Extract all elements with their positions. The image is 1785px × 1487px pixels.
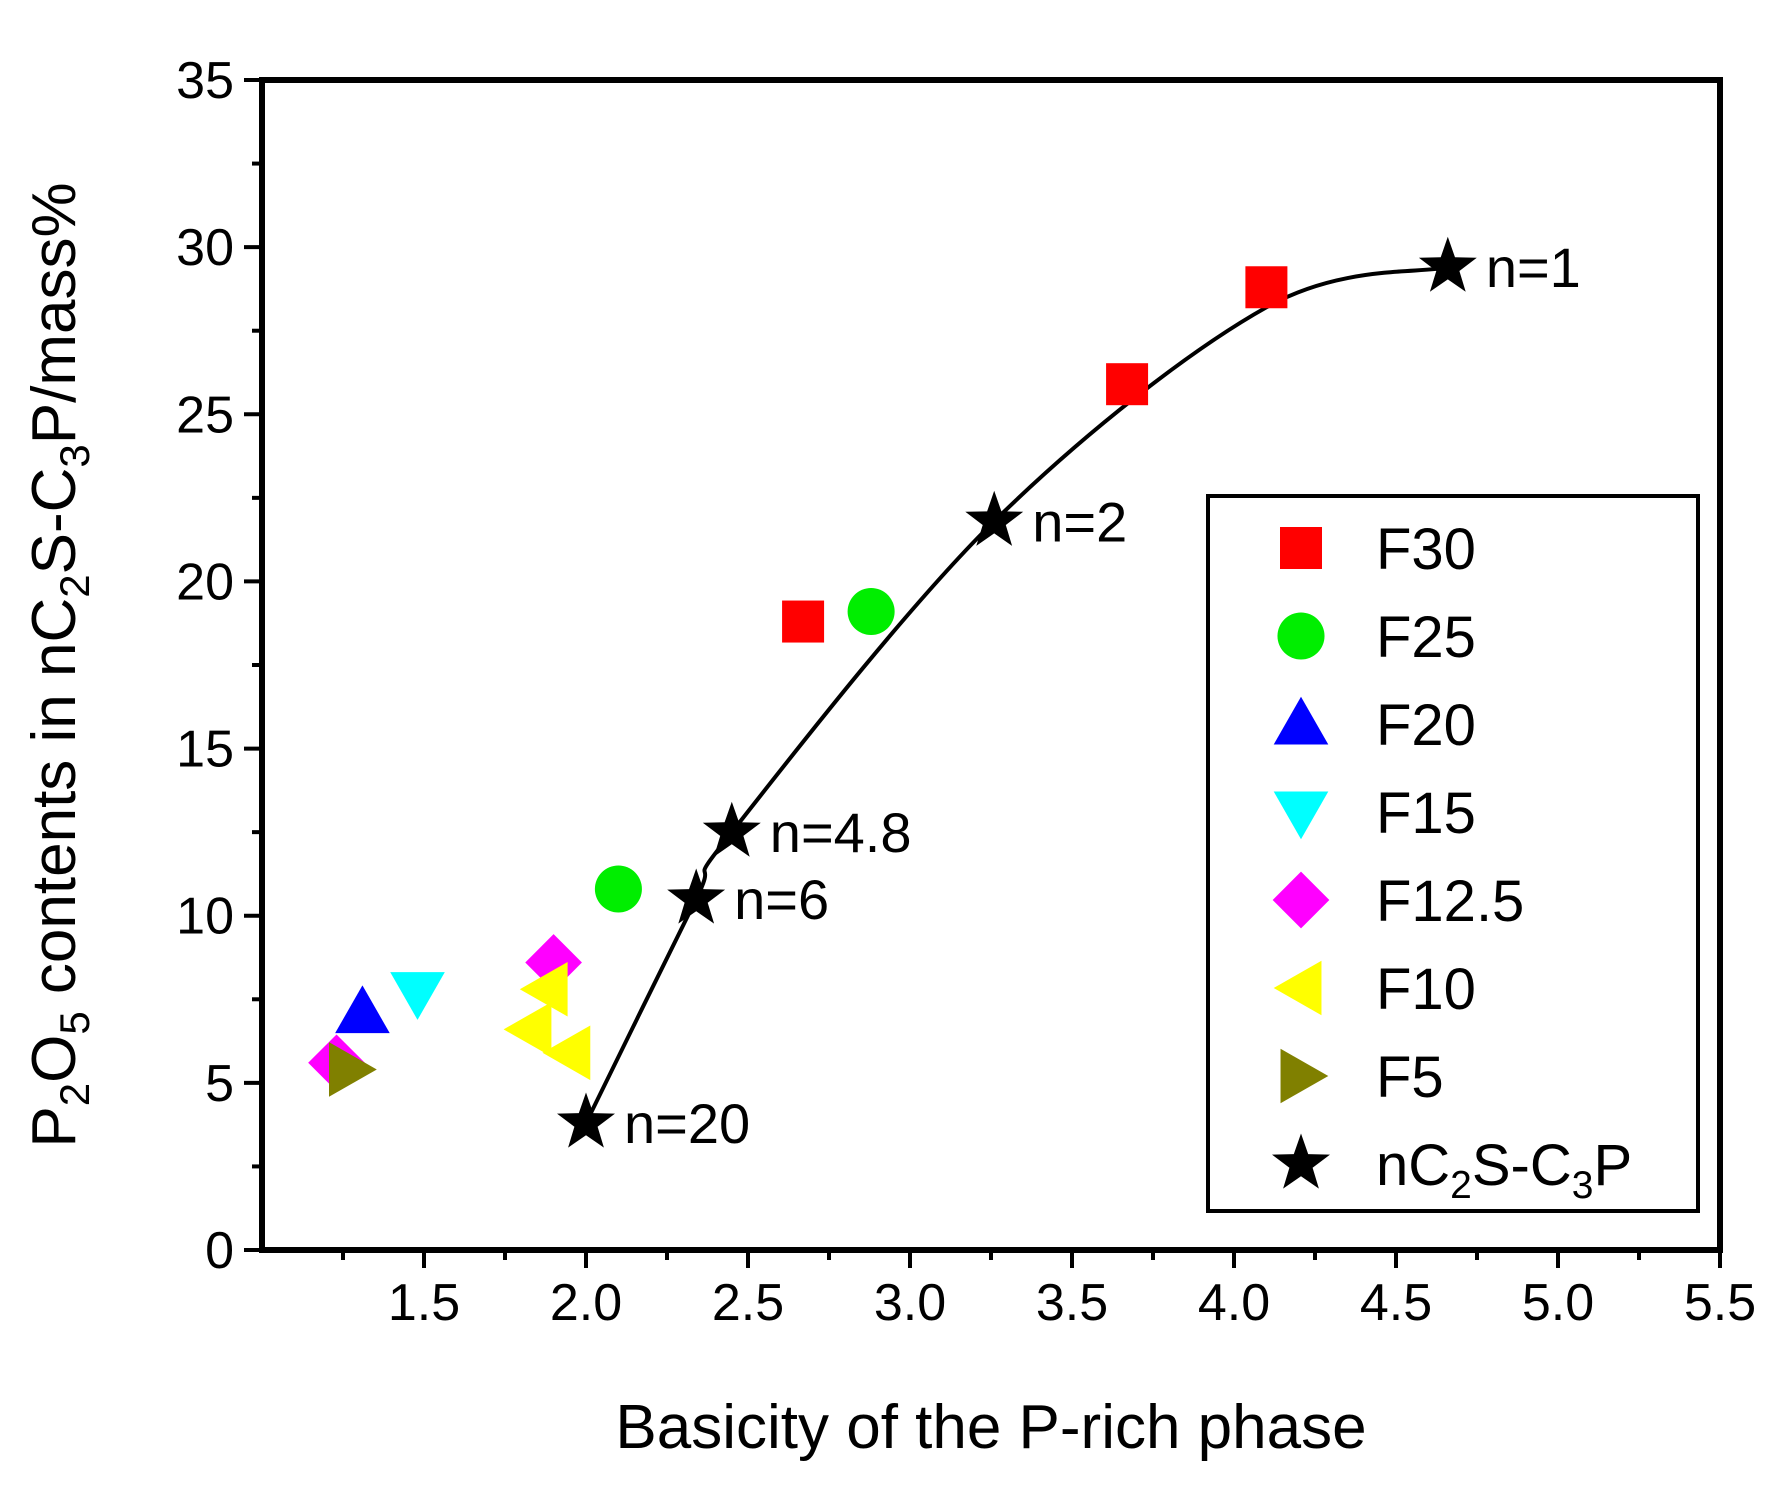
legend-label: nC2S-C3P (1376, 1133, 1632, 1207)
y-tick-label: 35 (176, 52, 234, 110)
x-tick-label: 2.0 (550, 1274, 622, 1332)
data-point-f20 (335, 985, 390, 1034)
legend-label: F12.5 (1376, 869, 1524, 934)
legend-item: nC2S-C3P (1272, 1133, 1632, 1207)
x-tick-label: 5.5 (1684, 1274, 1756, 1332)
legend-box (1206, 494, 1700, 1213)
data-point-f30 (782, 600, 825, 643)
point-annotation: n=6 (734, 868, 829, 931)
point-annotation: n=1 (1486, 236, 1581, 299)
legend-label: F15 (1376, 781, 1476, 846)
point-annotation: n=4.8 (770, 801, 912, 864)
data-point-nc2s-c3p (702, 801, 761, 857)
x-tick-label: 4.0 (1198, 1274, 1270, 1332)
y-tick-label: 30 (176, 219, 234, 277)
x-tick-label: 4.5 (1360, 1274, 1432, 1332)
data-point-f10 (519, 961, 568, 1017)
legend-marker (1280, 1048, 1329, 1104)
y-tick-label: 0 (205, 1222, 234, 1280)
data-point-f10 (542, 1025, 591, 1081)
x-tick-label: 2.5 (712, 1274, 784, 1332)
legend-item: F15 (1273, 781, 1476, 846)
legend-label: F25 (1376, 605, 1476, 670)
x-tick-label: 3.0 (874, 1274, 946, 1332)
point-annotations: n=1 n=2 n=4.8n=6 n=20 (624, 236, 1581, 1155)
legend-item: F10 (1273, 957, 1476, 1022)
y-tick-label: 10 (176, 888, 234, 946)
y-tick-labels: 0 5 10 15 20 25 30 35 (176, 52, 234, 1280)
x-tick-label: 3.5 (1036, 1274, 1108, 1332)
data-point-f15 (390, 972, 445, 1020)
plot-frame (259, 77, 1723, 1253)
legend-label: F30 (1376, 517, 1476, 582)
data-point-f12-5 (525, 934, 582, 991)
legend-item: F25 (1277, 605, 1476, 670)
legend-marker (1280, 527, 1322, 569)
point-annotation: n=20 (624, 1092, 750, 1155)
data-point-f25 (594, 865, 642, 913)
legend-item: F12.5 (1272, 869, 1524, 934)
legend-marker (1277, 612, 1325, 660)
legend-marker (1273, 696, 1329, 745)
data-point-f10 (503, 1002, 552, 1057)
y-tick-label: 20 (176, 553, 234, 611)
data-point-nc2s-c3p (667, 868, 726, 924)
legend-label: F20 (1376, 693, 1476, 758)
data-point-nc2s-c3p (557, 1092, 615, 1148)
data-point-nc2s-c3p (965, 490, 1024, 546)
legend-marker (1273, 791, 1329, 840)
y-tick-label: 5 (205, 1055, 234, 1113)
legend-marker (1272, 871, 1330, 929)
data-point-f25 (847, 587, 895, 636)
legend-marker (1272, 1133, 1330, 1189)
legend-label: F10 (1376, 957, 1476, 1022)
x-tick-label: 5.0 (1522, 1274, 1594, 1332)
x-axis-title: Basicity of the P-rich phase (615, 1393, 1366, 1462)
legend-item: F5 (1280, 1045, 1444, 1110)
legend-item: F30 (1280, 517, 1476, 582)
data-point-f5 (329, 1042, 377, 1097)
legend-marker (1273, 960, 1322, 1016)
legend-label: F5 (1376, 1045, 1444, 1110)
data-markers (308, 236, 1477, 1148)
data-point-f30 (1245, 266, 1288, 309)
x-tick-labels: 1.5 2.0 2.5 3.0 3.5 4.0 4.5 5.0 5.5 (388, 1274, 1756, 1332)
y-tick-label: 15 (176, 721, 234, 779)
data-point-f30 (1106, 363, 1149, 406)
legend: F30 F25 F20 F15 F12.5 F10 F5 nC2S-C3P (1206, 494, 1700, 1213)
point-annotation: n=2 (1032, 490, 1127, 553)
x-tick-label: 1.5 (388, 1274, 460, 1332)
data-point-nc2s-c3p (1418, 236, 1477, 292)
legend-item: F20 (1273, 693, 1476, 758)
legend-items: F30 F25 F20 F15 F12.5 F10 F5 nC2S-C3P (1272, 517, 1632, 1207)
y-axis-title: P2O5 contents in nC2S-C3P/mass% (20, 182, 98, 1147)
y-tick-label: 25 (176, 386, 234, 444)
